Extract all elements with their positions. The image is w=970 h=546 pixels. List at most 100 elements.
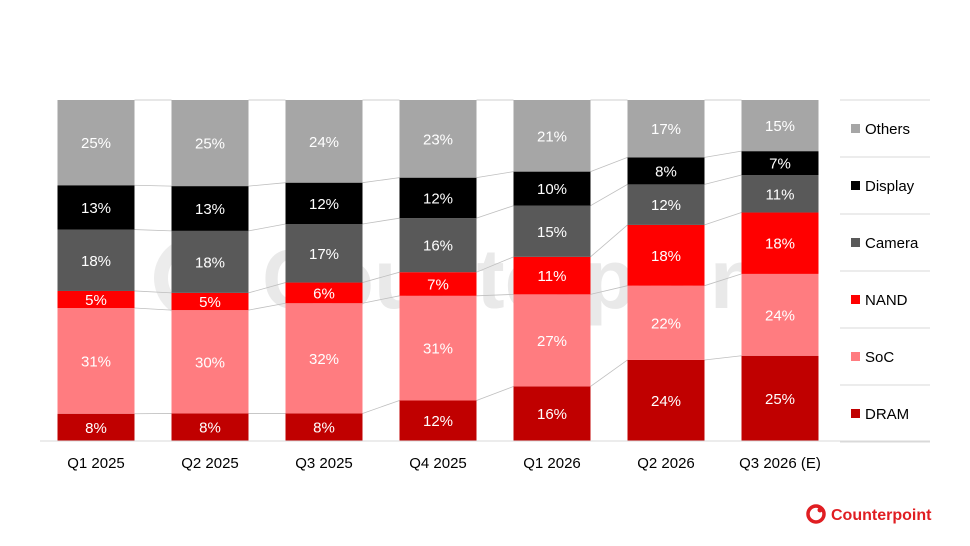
data-label: 25% [765, 391, 795, 408]
connector-line [362, 271, 400, 283]
bar-segment-camera [285, 224, 363, 283]
data-label: 21% [537, 128, 567, 145]
legend-label: Display [865, 178, 915, 195]
legend-swatch [851, 352, 860, 361]
data-label: 12% [423, 190, 453, 207]
brand-name: Counterpoint [831, 507, 932, 524]
bar-segment-display [627, 157, 705, 185]
bar-segment-dram [285, 413, 363, 441]
bar-segment-others [741, 100, 819, 152]
bar-segment-soc [741, 273, 819, 356]
bar-segment-dram [57, 413, 135, 441]
x-tick-label: Q1 2026 [523, 455, 581, 472]
bar-segment-nand [513, 256, 591, 295]
connector-line [704, 174, 742, 185]
data-label: 6% [313, 285, 335, 302]
data-label: 24% [765, 307, 795, 324]
bar-segment-display [399, 177, 477, 219]
bar-segment-others [171, 100, 249, 187]
connector-line [704, 273, 742, 287]
bar-segment-nand [741, 212, 819, 274]
legend: Others Display Camera NAND SoC DRAM [840, 99, 930, 443]
data-label: 15% [765, 118, 795, 135]
connector-line [476, 256, 514, 273]
x-tick-label: Q2 2026 [637, 455, 695, 472]
legend-swatch [851, 409, 860, 418]
x-tick-label: Q2 2025 [181, 455, 239, 472]
data-label: 18% [765, 236, 795, 253]
bar-segment-camera [513, 205, 591, 257]
bar-segment-others [627, 100, 705, 158]
counterpoint-logo: Counterpoint [806, 504, 932, 524]
data-label: 23% [423, 131, 453, 148]
connector-line [362, 400, 400, 414]
data-label: 7% [769, 156, 791, 173]
bar-segment-soc [285, 303, 363, 414]
bars-group [57, 100, 819, 441]
data-label: 22% [651, 315, 681, 332]
bar-segment-nand [57, 290, 135, 309]
x-tick-label: Q3 2026 (E) [739, 455, 821, 472]
data-label: 18% [81, 253, 111, 270]
data-label: 32% [309, 351, 339, 368]
data-label: 18% [651, 248, 681, 265]
bar-segment-soc [399, 295, 477, 401]
connector-line [476, 386, 514, 401]
bar-segment-camera [399, 218, 477, 273]
data-label: 25% [195, 136, 225, 153]
bar-segment-display [171, 186, 249, 231]
bar-segment-display [285, 182, 363, 224]
bar-segment-camera [741, 175, 819, 213]
data-label: 18% [195, 254, 225, 271]
x-tick-label: Q4 2025 [409, 455, 467, 472]
bar-segment-nand [171, 292, 249, 311]
connector-line [248, 223, 286, 232]
bar-segment-camera [627, 184, 705, 225]
connector-line [590, 157, 628, 172]
segment-labels: 8% 31% 5% 18% 13% 25% 8% 30% 5% 18% 13% 25% 8% 32% 6% 1… [81, 118, 795, 437]
data-label: 8% [655, 163, 677, 180]
connector-line [704, 150, 742, 158]
legend-label: SoC [865, 349, 894, 366]
counterpoint-logo-icon [806, 504, 826, 524]
data-label: 13% [81, 200, 111, 217]
data-label: 24% [309, 134, 339, 151]
data-label: 13% [195, 201, 225, 218]
data-label: 7% [427, 277, 449, 294]
bar-segment-soc [627, 285, 705, 360]
connector-line [476, 293, 514, 297]
connector-line [590, 224, 628, 258]
connector-line [590, 184, 628, 207]
data-label: 10% [537, 181, 567, 198]
connector-line [248, 302, 286, 311]
bar-segment-dram [513, 386, 591, 441]
data-label: 24% [651, 393, 681, 410]
legend-label: NAND [865, 292, 908, 309]
legend-swatch [851, 295, 860, 304]
legend-label: Others [865, 121, 910, 138]
legend-swatch [851, 124, 860, 133]
connector-line [704, 212, 742, 226]
connector-line [590, 285, 628, 295]
bar-segment-display [513, 171, 591, 206]
connector-line [248, 282, 286, 294]
data-label: 31% [81, 353, 111, 370]
bar-segment-soc [171, 310, 249, 414]
data-label: 15% [537, 224, 567, 241]
connector-line [134, 229, 172, 232]
legend-swatch [851, 238, 860, 247]
data-label: 16% [537, 406, 567, 423]
x-axis-labels: Q1 2025 Q2 2025 Q3 2025 Q4 2025 Q1 2026 Q2 20… [67, 455, 821, 472]
data-label: 17% [309, 246, 339, 263]
data-label: 12% [651, 197, 681, 214]
data-label: 11% [766, 186, 795, 203]
bar-segment-camera [171, 230, 249, 293]
x-tick-label: Q3 2025 [295, 455, 353, 472]
bar-segment-others [399, 100, 477, 178]
data-label: 12% [309, 196, 339, 213]
bar-segment-soc [57, 308, 135, 414]
connector-line [134, 290, 172, 294]
bar-segment-nand [627, 224, 705, 286]
connector-line [134, 184, 172, 187]
